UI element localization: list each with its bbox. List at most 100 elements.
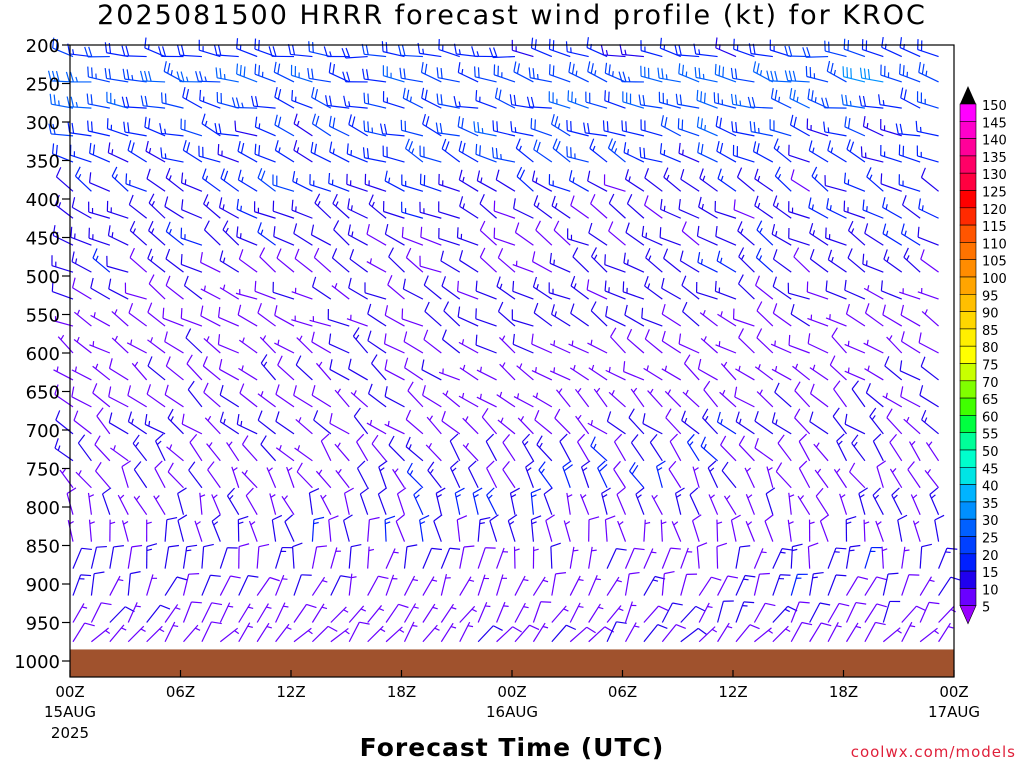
wind-barb (790, 543, 803, 569)
wind-barb (731, 121, 755, 137)
wind-barb (385, 626, 405, 643)
wind-barb (919, 601, 940, 623)
wind-barb (754, 627, 774, 643)
wind-barb (109, 519, 116, 542)
wind-barb (903, 416, 921, 435)
wind-barb (680, 169, 700, 192)
wind-barb (663, 248, 682, 273)
wind-barb (735, 411, 755, 435)
wind-barb (475, 143, 497, 163)
wind-barb (388, 435, 405, 462)
wind-barb (146, 574, 158, 596)
wind-barb (311, 331, 332, 354)
wind-barb (730, 514, 741, 542)
wind-barb (159, 123, 184, 137)
wind-barb (313, 410, 332, 435)
wind-barb (309, 174, 332, 192)
wind-barb (378, 460, 388, 488)
wind-barb (384, 420, 405, 435)
legend-label: 75 (982, 359, 999, 374)
wind-barb (158, 46, 184, 58)
wind-barb (588, 575, 601, 596)
wind-barb (921, 409, 939, 435)
wind-barb (512, 333, 534, 354)
y-tick-label: 300 (26, 113, 60, 134)
wind-barb (238, 337, 258, 354)
wind-barb (330, 575, 351, 596)
wind-barb (180, 118, 203, 137)
wind-barb (459, 364, 479, 381)
wind-barb (435, 122, 460, 137)
wind-barb (514, 575, 529, 596)
wind-barb (277, 355, 295, 381)
wind-barb (274, 339, 295, 354)
wind-barb (606, 576, 622, 596)
legend-swatch (959, 172, 977, 191)
wind-barb (836, 433, 848, 462)
wind-barb (808, 140, 829, 163)
wind-barb (108, 412, 129, 435)
wind-barb (643, 195, 663, 219)
wind-barb (569, 546, 579, 569)
legend-label: 145 (982, 116, 1007, 131)
wind-barb (651, 494, 663, 515)
wind-barb (606, 411, 626, 435)
wind-barb (274, 87, 295, 109)
wind-barb (738, 247, 755, 273)
x-tick-label: 18Z (829, 683, 858, 701)
wind-barb (641, 225, 663, 246)
wind-barb (352, 327, 369, 354)
wind-barb (847, 248, 866, 273)
wind-barb (88, 227, 111, 246)
legend-swatch (959, 553, 977, 572)
wind-barb (534, 410, 553, 435)
wind-barb (900, 223, 921, 246)
wind-barb (531, 367, 553, 381)
wind-barb (496, 601, 509, 623)
wind-barb (237, 140, 258, 163)
legend-label: 125 (982, 186, 1007, 201)
wind-barb (681, 275, 700, 300)
wind-barb (917, 226, 939, 246)
wind-barb (514, 222, 534, 246)
x-axis: 00Z 15AUG 2025 06Z 12Z 18Z 00Z 16AUG 06Z 12Z 18Z 00… (44, 670, 980, 742)
wind-barb (296, 335, 313, 354)
wind-barb (532, 622, 549, 643)
wind-barb (315, 361, 332, 381)
wind-barb (104, 68, 129, 83)
wind-barb (900, 304, 921, 327)
wind-barb (645, 248, 663, 273)
wind-barb (661, 570, 675, 596)
wind-barb (593, 387, 608, 408)
wind-barb (436, 67, 460, 83)
wind-barb (403, 331, 424, 354)
wind-barb (238, 365, 258, 381)
wind-barb (845, 576, 869, 596)
wind-barb (486, 460, 498, 489)
wind-barb (367, 330, 387, 354)
wind-barb (109, 575, 124, 596)
wind-barb (379, 123, 405, 137)
wind-barb (462, 416, 479, 435)
wind-barb (900, 331, 921, 354)
wind-barb (843, 172, 866, 192)
wind-barb (367, 383, 387, 408)
wind-barb (334, 442, 350, 462)
wind-barb (440, 574, 451, 596)
wind-barb (449, 433, 461, 462)
wind-barb (567, 90, 589, 109)
wind-barb (753, 572, 770, 596)
wind-barb (359, 487, 370, 515)
wind-barb (286, 466, 295, 488)
wind-barb (866, 167, 884, 192)
wind-barb (366, 419, 387, 435)
legend-label: 115 (982, 220, 1007, 235)
wind-barb (275, 384, 295, 408)
wind-barb (553, 220, 571, 246)
wind-barb (147, 356, 166, 381)
wind-barb (126, 339, 147, 354)
wind-barb (260, 354, 277, 381)
wind-barb (238, 543, 250, 569)
wind-barb (842, 66, 866, 83)
wind-barb (226, 441, 240, 462)
